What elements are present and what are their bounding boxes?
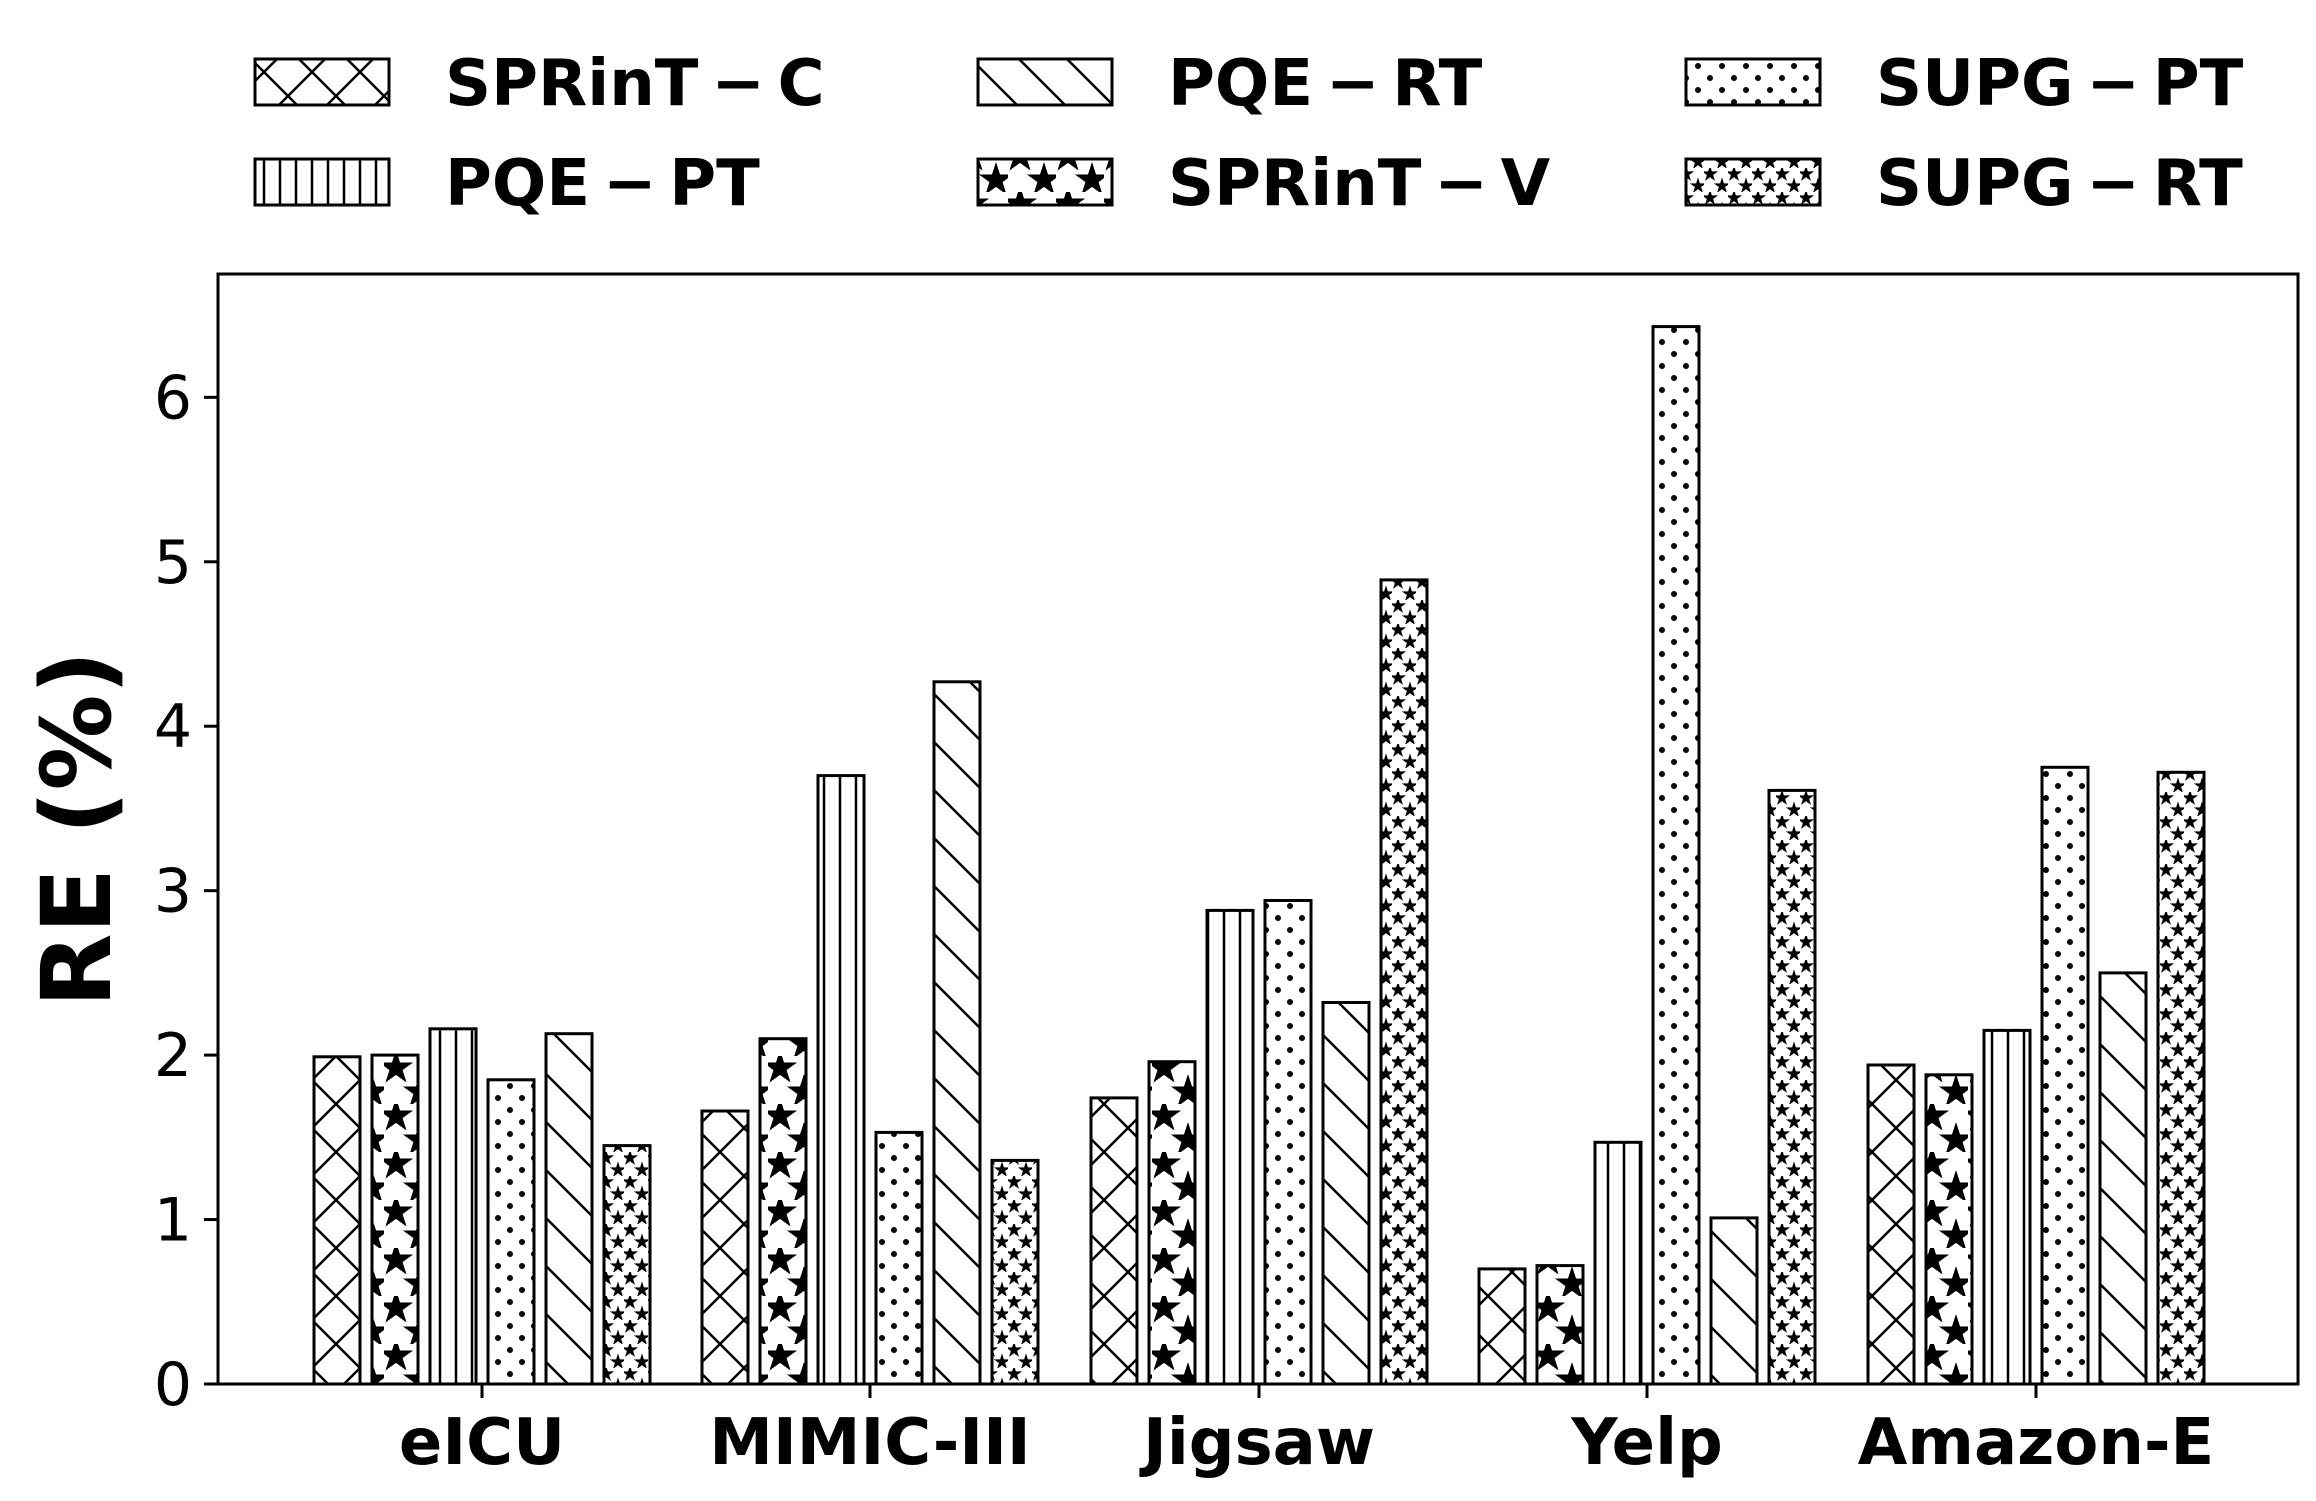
bar-crosshatch-amazon-e [1866, 1063, 1916, 1386]
bar-large-stars-mimic-iii [758, 1037, 808, 1386]
legend-swatch [253, 57, 391, 107]
legend-swatch [1684, 57, 1822, 107]
x-tick-label: MIMIC-III [709, 1406, 1030, 1480]
bars-group [312, 325, 2206, 1386]
legend-label: SUPG − PT [1876, 47, 2244, 121]
bar-dots-yelp [1651, 325, 1701, 1386]
y-tick-label: 6 [154, 363, 192, 433]
bar-diagonal-lines-amazon-e [2098, 971, 2148, 1386]
y-tick-label: 0 [154, 1350, 192, 1420]
bar-large-stars-eicu [370, 1053, 420, 1386]
legend-swatch [976, 157, 1114, 207]
x-tick-label: Yelp [1570, 1406, 1723, 1480]
bar-vertical-lines-mimic-iii [816, 774, 866, 1386]
bar-diagonal-lines-eicu [544, 1032, 594, 1386]
x-tick-label: Amazon-E [1858, 1406, 2214, 1480]
bar-vertical-lines-eicu [428, 1027, 478, 1386]
bar-large-stars-yelp [1535, 1264, 1585, 1386]
bar-crosshatch-jigsaw [1089, 1096, 1139, 1386]
bar-dense-stars-mimic-iii [990, 1158, 1040, 1386]
y-tick-label: 2 [154, 1021, 192, 1091]
legend-swatch [1684, 157, 1822, 207]
y-tick-label: 4 [154, 692, 192, 762]
y-tick-label: 3 [154, 857, 192, 927]
bar-dense-stars-jigsaw [1379, 578, 1429, 1386]
bar-dots-eicu [486, 1078, 536, 1386]
y-axis: 0 1 2 3 4 5 6 [154, 363, 218, 1420]
bar-diagonal-lines-jigsaw [1321, 1001, 1371, 1386]
legend-swatch [976, 57, 1114, 107]
bar-large-stars-jigsaw [1147, 1060, 1197, 1386]
legend-label: PQE − PT [445, 147, 760, 221]
y-tick-label: 1 [154, 1186, 192, 1256]
x-axis: eICU MIMIC-III Jigsaw Yelp Amazon-E [399, 1384, 2214, 1480]
bar-dots-mimic-iii [874, 1130, 924, 1386]
bar-dense-stars-eicu [602, 1144, 652, 1386]
x-tick-label: Jigsaw [1139, 1406, 1375, 1480]
bar-dense-stars-amazon-e [2156, 770, 2206, 1386]
legend-swatch [253, 157, 391, 207]
legend-label: SPRinT − V [1168, 147, 1551, 221]
bar-large-stars-amazon-e [1924, 1073, 1974, 1386]
chart-legend: SPRinT − C PQE − PT PQE − RT SPRinT − V SUPG… [253, 47, 2244, 221]
legend-label: PQE − RT [1168, 47, 1483, 121]
y-tick-label: 5 [154, 528, 192, 598]
x-tick-label: eICU [399, 1406, 565, 1480]
bar-diagonal-lines-yelp [1709, 1216, 1759, 1386]
bar-crosshatch-yelp [1477, 1267, 1527, 1386]
bar-vertical-lines-jigsaw [1205, 908, 1255, 1386]
bar-diagonal-lines-mimic-iii [932, 680, 982, 1386]
bar-vertical-lines-yelp [1593, 1140, 1643, 1386]
y-axis-label: RE (%) [21, 651, 133, 1008]
bar-crosshatch-mimic-iii [700, 1109, 750, 1386]
legend-label: SPRinT − C [445, 47, 825, 121]
bar-crosshatch-eicu [312, 1055, 362, 1386]
bar-dense-stars-yelp [1767, 788, 1817, 1386]
legend-label: SUPG − RT [1876, 147, 2243, 221]
bar-vertical-lines-amazon-e [1982, 1028, 2032, 1386]
bar-dots-amazon-e [2040, 765, 2090, 1386]
bar-dots-jigsaw [1263, 899, 1313, 1386]
